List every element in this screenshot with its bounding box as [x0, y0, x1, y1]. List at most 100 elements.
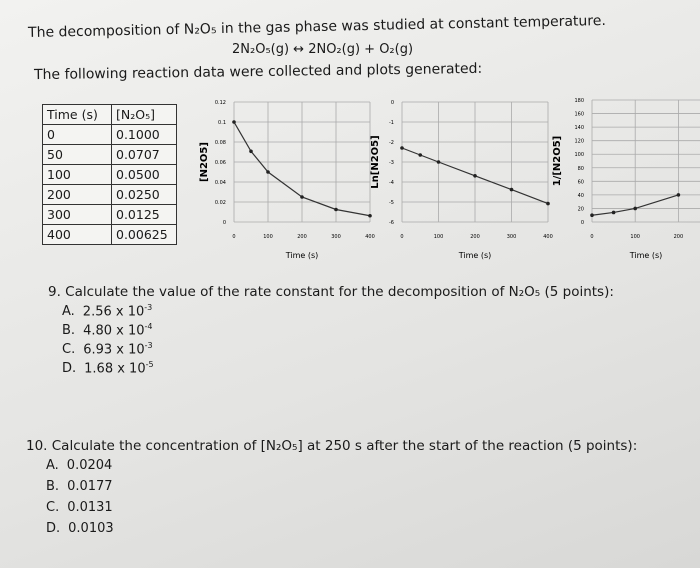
- data-line: [233, 121, 371, 217]
- x-axis-label: Time (s): [458, 251, 492, 260]
- x-tick-label: 400: [365, 234, 375, 240]
- option-exponent: -5: [145, 360, 154, 369]
- data-point: [418, 153, 423, 157]
- option-value: 1.68 x 10: [84, 361, 146, 377]
- y-tick-label: 120: [574, 139, 584, 145]
- data-point: [633, 206, 637, 211]
- option-exponent: -3: [144, 341, 153, 350]
- option: A. 2.56 x 10-3: [62, 303, 152, 319]
- option: A. 0.0204: [46, 458, 112, 473]
- y-tick-label: 0: [391, 100, 394, 106]
- data-line: [591, 194, 679, 216]
- option-letter: C.: [62, 342, 76, 358]
- data-table: Time (s) [N₂O₅] 0 0.1000 50 0.0707 100 0.0500 2…: [42, 104, 177, 245]
- option: D. 0.0103: [46, 521, 114, 536]
- x-tick-label: 100: [263, 234, 273, 240]
- option: C. 0.0131: [46, 500, 113, 515]
- question: 9. Calculate the value of the rate const…: [48, 284, 614, 300]
- x-tick-label: 200: [674, 234, 684, 240]
- table-row: 100 0.0500: [42, 164, 177, 185]
- data-point: [436, 160, 441, 164]
- y-tick-label: 40: [578, 193, 584, 199]
- y-tick-label: -6: [389, 220, 394, 226]
- y-axis-label: [N2O5]: [199, 142, 210, 182]
- data-point: [368, 213, 372, 218]
- option-value: 2.56 x 10: [82, 304, 145, 320]
- y-axis-label: 1/[N2O5]: [552, 136, 563, 187]
- table-row: 400 0.00625: [42, 224, 177, 245]
- y-tick-label: 80: [578, 166, 584, 172]
- option: B. 4.80 x 10-4: [62, 322, 153, 338]
- table-cell: 0.0500: [111, 164, 177, 185]
- option-letter: A.: [62, 304, 75, 320]
- table-cell: 0.0250: [111, 184, 177, 205]
- option-letter: D.: [62, 361, 77, 377]
- data-point: [300, 195, 304, 199]
- data-point: [266, 170, 270, 174]
- option-value: 4.80 x 10: [83, 323, 145, 339]
- y-tick-label: 0.12: [215, 100, 226, 106]
- y-tick-label: 100: [574, 152, 584, 158]
- option: C. 6.93 x 10-3: [62, 341, 153, 357]
- y-tick-label: 140: [574, 125, 584, 131]
- data-point: [676, 193, 681, 197]
- option: B. 0.0177: [46, 479, 113, 494]
- table-row: 200 0.0250: [42, 184, 177, 205]
- y-tick-label: 0: [223, 220, 226, 226]
- y-tick-label: 180: [574, 98, 584, 104]
- x-tick-label: 100: [434, 234, 444, 240]
- option-exponent: -3: [144, 303, 153, 312]
- data-point: [232, 120, 236, 124]
- x-axis-label: Time (s): [629, 251, 663, 260]
- x-tick-label: 200: [470, 234, 480, 240]
- option-value: 0.0204: [66, 458, 113, 473]
- option-letter: B.: [46, 479, 60, 494]
- y-tick-label: 0.04: [215, 180, 226, 186]
- data-point: [473, 174, 477, 178]
- y-tick-label: 160: [574, 112, 584, 118]
- data-point: [611, 210, 616, 215]
- table-cell: 0.00625: [111, 224, 177, 245]
- option-value: 0.0131: [67, 500, 113, 515]
- y-axis-label: Ln[N2O5]: [370, 135, 381, 188]
- x-tick-label: 400: [543, 234, 553, 240]
- x-tick-label: 200: [297, 234, 307, 240]
- data-line: [401, 147, 549, 205]
- option: D. 1.68 x 10-5: [62, 360, 154, 376]
- y-tick-label: -2: [389, 140, 394, 146]
- x-tick-label: 0: [400, 234, 403, 240]
- x-tick-label: 0: [232, 234, 235, 240]
- x-axis-label: Time (s): [285, 251, 319, 260]
- table-cell: 0.0707: [111, 144, 177, 165]
- equation: 2N₂O₅(g) ↔ 2NO₂(g) + O₂(g): [232, 42, 414, 57]
- x-tick-label: 300: [507, 234, 517, 240]
- option-letter: D.: [46, 521, 61, 536]
- y-tick-label: 0.08: [215, 140, 226, 146]
- option-value: 0.0103: [68, 521, 114, 536]
- table-row: 300 0.0125: [42, 204, 177, 225]
- y-tick-label: 60: [578, 179, 584, 185]
- x-tick-label: 100: [630, 234, 640, 240]
- data-point: [546, 201, 550, 206]
- option-exponent: -4: [144, 322, 153, 331]
- y-tick-label: 0: [581, 220, 584, 226]
- y-tick-label: 20: [578, 206, 584, 212]
- y-tick-label: -3: [389, 160, 394, 166]
- data-point: [400, 146, 404, 150]
- data-point: [590, 213, 594, 218]
- y-tick-label: 0.06: [215, 160, 226, 166]
- y-tick-label: -1: [389, 120, 394, 126]
- question: 10. Calculate the concentration of [N₂O₅…: [26, 438, 638, 454]
- x-tick-label: 0: [590, 234, 593, 240]
- table-cell: 400: [42, 224, 112, 245]
- data-point: [249, 149, 253, 154]
- x-tick-label: 300: [331, 234, 341, 240]
- option-letter: C.: [46, 500, 60, 515]
- option-value: 0.0177: [67, 479, 113, 494]
- y-tick-label: -4: [389, 180, 394, 186]
- option-letter: B.: [62, 323, 76, 339]
- data-point: [509, 187, 514, 192]
- data-point: [334, 207, 338, 212]
